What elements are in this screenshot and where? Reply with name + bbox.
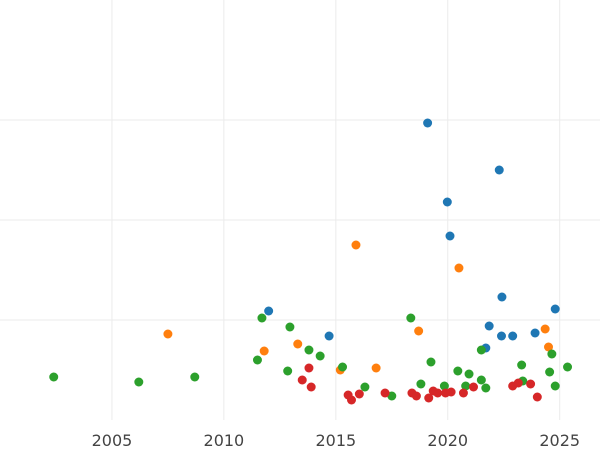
data-point-s1-6 [414, 326, 424, 336]
data-point-s2-1 [134, 377, 144, 387]
data-point-s0-2 [423, 118, 433, 128]
points-layer [49, 118, 573, 405]
data-point-s2-24 [545, 367, 555, 377]
data-point-s0-3 [442, 197, 452, 207]
data-point-s0-7 [494, 165, 504, 175]
data-point-s1-9 [544, 342, 554, 352]
data-point-s2-21 [481, 383, 491, 393]
data-point-s3-5 [354, 389, 364, 399]
x-tick-label-2005: 2005 [92, 431, 133, 450]
data-point-s3-1 [304, 363, 314, 373]
data-point-s2-13 [416, 379, 426, 389]
x-tick-label-2010: 2010 [204, 431, 245, 450]
data-point-s2-17 [461, 381, 471, 391]
data-point-s3-0 [297, 375, 307, 385]
data-point-s3-9 [424, 393, 434, 403]
data-point-s2-8 [315, 351, 325, 361]
data-point-s0-8 [497, 292, 507, 302]
data-point-s0-6 [484, 321, 494, 331]
data-point-s3-4 [346, 395, 356, 405]
data-point-s0-10 [508, 331, 518, 341]
x-tick-labels: 2005 2010 2015 2020 2025 [92, 431, 580, 450]
data-point-s2-26 [550, 381, 560, 391]
data-point-s1-2 [293, 339, 303, 349]
data-point-s2-14 [426, 357, 436, 367]
data-point-s2-22 [517, 360, 527, 370]
data-point-s3-6 [380, 388, 390, 398]
data-point-s3-8 [411, 391, 421, 401]
data-point-s2-19 [476, 345, 486, 355]
data-point-s3-18 [526, 379, 536, 389]
data-point-s0-12 [550, 304, 560, 314]
data-point-s2-18 [464, 369, 474, 379]
data-point-s2-11 [387, 391, 397, 401]
data-point-s0-11 [530, 328, 540, 338]
data-point-s2-6 [285, 322, 295, 332]
data-point-s2-2 [190, 372, 200, 382]
data-point-s2-3 [252, 355, 262, 365]
data-point-s1-4 [351, 240, 361, 250]
data-point-s2-10 [360, 382, 370, 392]
data-point-s0-9 [496, 331, 506, 341]
data-point-s2-0 [49, 372, 59, 382]
data-point-s1-7 [454, 263, 464, 273]
data-point-s3-11 [433, 388, 443, 398]
data-point-s1-0 [163, 329, 173, 339]
data-point-s1-1 [259, 346, 269, 356]
data-point-s1-5 [371, 363, 381, 373]
x-tick-label-2015: 2015 [315, 431, 356, 450]
data-point-s2-7 [304, 345, 314, 355]
data-point-s3-17 [513, 378, 523, 388]
data-point-s3-13 [446, 387, 456, 397]
x-tick-label-2020: 2020 [427, 431, 468, 450]
data-point-s2-9 [338, 362, 348, 372]
data-point-s2-15 [439, 381, 449, 391]
data-point-s3-19 [532, 392, 542, 402]
data-point-s1-8 [540, 324, 550, 334]
data-point-s0-0 [264, 306, 274, 316]
data-point-s3-15 [469, 382, 479, 392]
grid-layer [0, 0, 600, 420]
data-point-s2-20 [476, 375, 486, 385]
data-point-s0-1 [324, 331, 334, 341]
data-point-s2-4 [257, 313, 267, 323]
data-point-s3-14 [458, 388, 468, 398]
data-point-s2-12 [406, 313, 416, 323]
x-tick-label-2025: 2025 [539, 431, 580, 450]
data-point-s2-27 [563, 362, 573, 372]
data-point-s0-4 [445, 231, 455, 241]
data-point-s2-16 [453, 366, 463, 376]
data-point-s2-5 [283, 366, 293, 376]
data-point-s2-25 [547, 349, 557, 359]
data-point-s3-2 [306, 382, 316, 392]
